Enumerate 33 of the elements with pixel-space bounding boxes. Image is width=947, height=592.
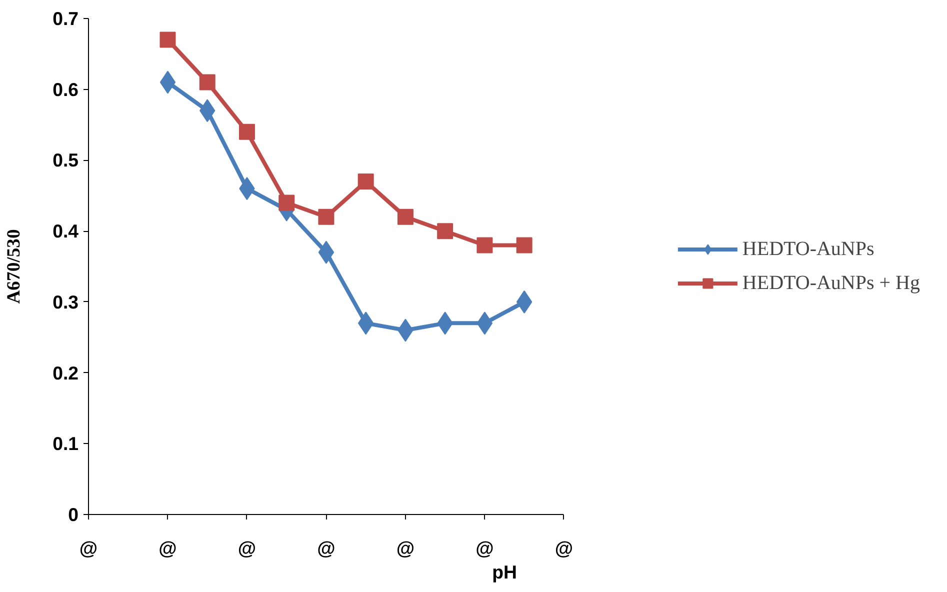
x-tick-label: @ [554,538,574,558]
x-tick-label: @ [476,538,494,558]
x-axis-title: pH [492,562,517,582]
x-tick-label: @ [396,538,415,558]
point [516,290,532,314]
point [318,240,334,264]
point [318,208,334,225]
y-tick-label: 0.7 [52,8,79,29]
x-tick-label: @ [238,538,256,558]
point [476,312,493,335]
y-tick-label: 0.2 [52,362,79,384]
y-tick-label: 0.4 [52,220,80,242]
point [397,208,414,225]
x-tick-label: @ [317,538,336,558]
y-tick-label: 0 [68,504,79,525]
y-tick-label: 0.5 [52,150,79,171]
point [476,237,493,254]
point [358,173,374,190]
point [238,124,255,140]
legend-label: HEDTO-AuNPs [742,238,874,260]
x-tick-label: @ [79,538,98,558]
y-axis-title: A670/530 [4,229,25,304]
y-tick-label: 0.3 [52,291,79,312]
point [437,223,454,240]
x-tick-label: @ [158,538,177,558]
legend-label: HEDTO-AuNPs + Hg [742,272,920,294]
point [160,32,176,48]
point [516,237,532,254]
point [278,194,295,211]
point [160,70,176,94]
y-tick-label: 0.1 [52,433,79,454]
y-tick-label: 0.6 [52,78,79,100]
point [199,74,216,90]
